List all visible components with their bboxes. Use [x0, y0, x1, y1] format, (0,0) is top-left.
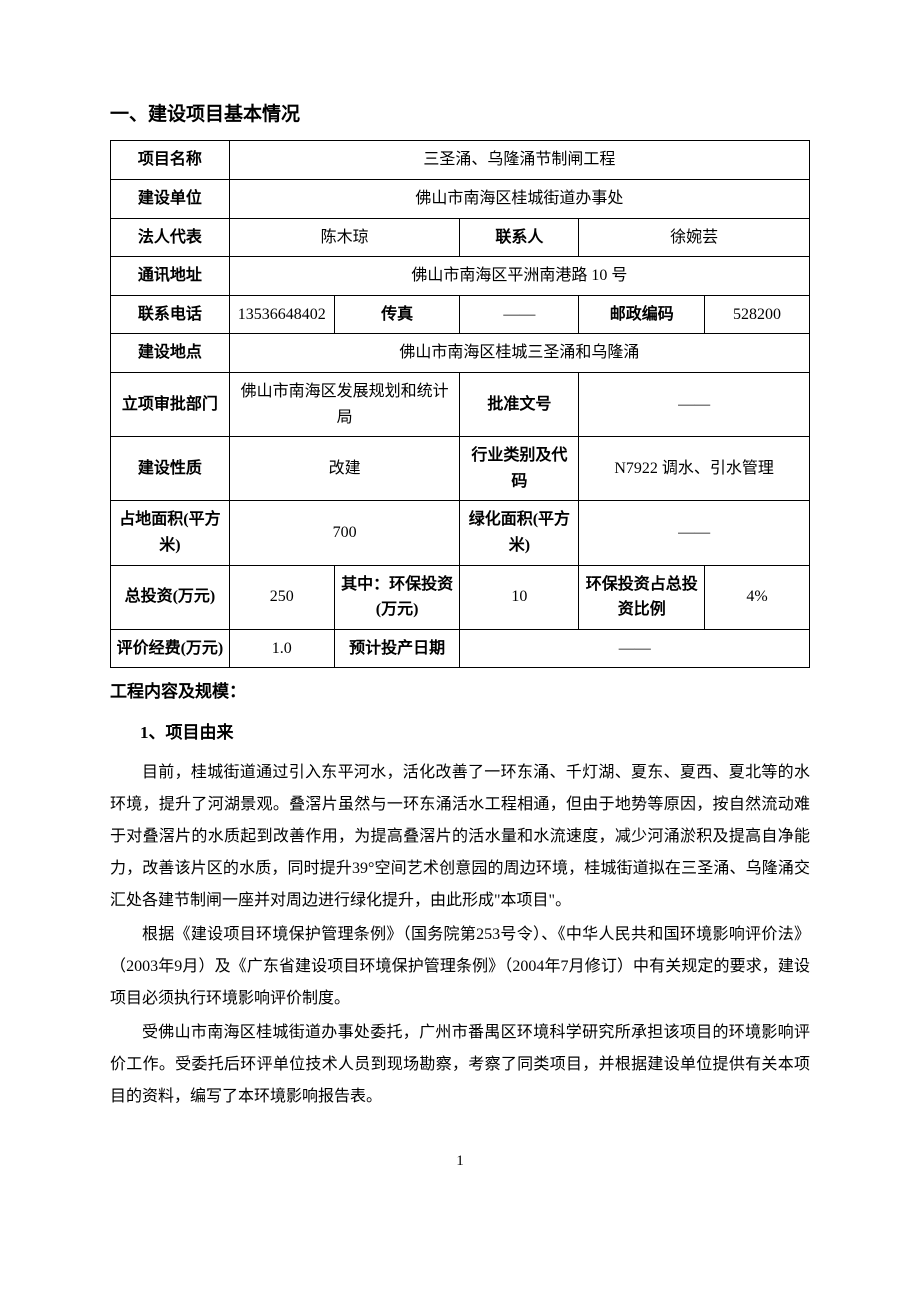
- cell-value: 佛山市南海区桂城街道办事处: [229, 179, 809, 218]
- cell-value: 佛山市南海区发展规划和统计局: [229, 372, 460, 436]
- cell-label: 通讯地址: [111, 257, 230, 296]
- table-row: 占地面积(平方米) 700 绿化面积(平方米) ——: [111, 501, 810, 565]
- cell-value: N7922 调水、引水管理: [579, 437, 810, 501]
- table-row: 建设单位 佛山市南海区桂城街道办事处: [111, 179, 810, 218]
- content-scale-subtitle: 工程内容及规模：: [110, 678, 810, 705]
- paragraph: 根据《建设项目环境保护管理条例》（国务院第253号令）、《中华人民共和国环境影响…: [110, 919, 810, 1015]
- table-row: 项目名称 三圣涌、乌隆涌节制闸工程: [111, 141, 810, 180]
- table-row: 联系电话 13536648402 传真 —— 邮政编码 528200: [111, 295, 810, 334]
- cell-value: 13536648402: [229, 295, 334, 334]
- section-title: 一、建设项目基本情况: [110, 100, 810, 130]
- cell-label: 其中：环保投资(万元): [334, 565, 460, 629]
- cell-value: 三圣涌、乌隆涌节制闸工程: [229, 141, 809, 180]
- table-row: 法人代表 陈木琼 联系人 徐婉芸: [111, 218, 810, 257]
- cell-label: 建设单位: [111, 179, 230, 218]
- cell-label: 法人代表: [111, 218, 230, 257]
- table-row: 立项审批部门 佛山市南海区发展规划和统计局 批准文号 ——: [111, 372, 810, 436]
- cell-value: ——: [579, 501, 810, 565]
- cell-value: 佛山市南海区平洲南港路 10 号: [229, 257, 809, 296]
- cell-value: 佛山市南海区桂城三圣涌和乌隆涌: [229, 334, 809, 373]
- cell-value: ——: [579, 372, 810, 436]
- cell-value: 528200: [705, 295, 810, 334]
- cell-label: 联系电话: [111, 295, 230, 334]
- item-title: 1、项目由来: [140, 719, 810, 746]
- cell-label: 邮政编码: [579, 295, 705, 334]
- cell-label: 环保投资占总投资比例: [579, 565, 705, 629]
- cell-value: 4%: [705, 565, 810, 629]
- table-row: 评价经费(万元) 1.0 预计投产日期 ——: [111, 629, 810, 668]
- project-info-table: 项目名称 三圣涌、乌隆涌节制闸工程 建设单位 佛山市南海区桂城街道办事处 法人代…: [110, 140, 810, 668]
- cell-value: ——: [460, 629, 810, 668]
- cell-label: 批准文号: [460, 372, 579, 436]
- cell-label: 建设地点: [111, 334, 230, 373]
- paragraph: 目前，桂城街道通过引入东平河水，活化改善了一环东涌、千灯湖、夏东、夏西、夏北等的…: [110, 757, 810, 917]
- cell-value: 陈木琼: [229, 218, 460, 257]
- table-row: 建设性质 改建 行业类别及代码 N7922 调水、引水管理: [111, 437, 810, 501]
- cell-label: 占地面积(平方米): [111, 501, 230, 565]
- cell-value: 徐婉芸: [579, 218, 810, 257]
- cell-label: 预计投产日期: [334, 629, 460, 668]
- cell-value: 700: [229, 501, 460, 565]
- cell-label: 联系人: [460, 218, 579, 257]
- cell-label: 传真: [334, 295, 460, 334]
- cell-label: 总投资(万元): [111, 565, 230, 629]
- cell-value: 10: [460, 565, 579, 629]
- cell-value: 1.0: [229, 629, 334, 668]
- cell-label: 行业类别及代码: [460, 437, 579, 501]
- cell-label: 立项审批部门: [111, 372, 230, 436]
- table-row: 总投资(万元) 250 其中：环保投资(万元) 10 环保投资占总投资比例 4%: [111, 565, 810, 629]
- cell-value: 改建: [229, 437, 460, 501]
- table-row: 通讯地址 佛山市南海区平洲南港路 10 号: [111, 257, 810, 296]
- cell-value: 250: [229, 565, 334, 629]
- cell-label: 绿化面积(平方米): [460, 501, 579, 565]
- paragraph: 受佛山市南海区桂城街道办事处委托，广州市番禺区环境科学研究所承担该项目的环境影响…: [110, 1017, 810, 1113]
- cell-label: 评价经费(万元): [111, 629, 230, 668]
- cell-label: 项目名称: [111, 141, 230, 180]
- page-number: 1: [110, 1149, 810, 1173]
- cell-label: 建设性质: [111, 437, 230, 501]
- table-row: 建设地点 佛山市南海区桂城三圣涌和乌隆涌: [111, 334, 810, 373]
- cell-value: ——: [460, 295, 579, 334]
